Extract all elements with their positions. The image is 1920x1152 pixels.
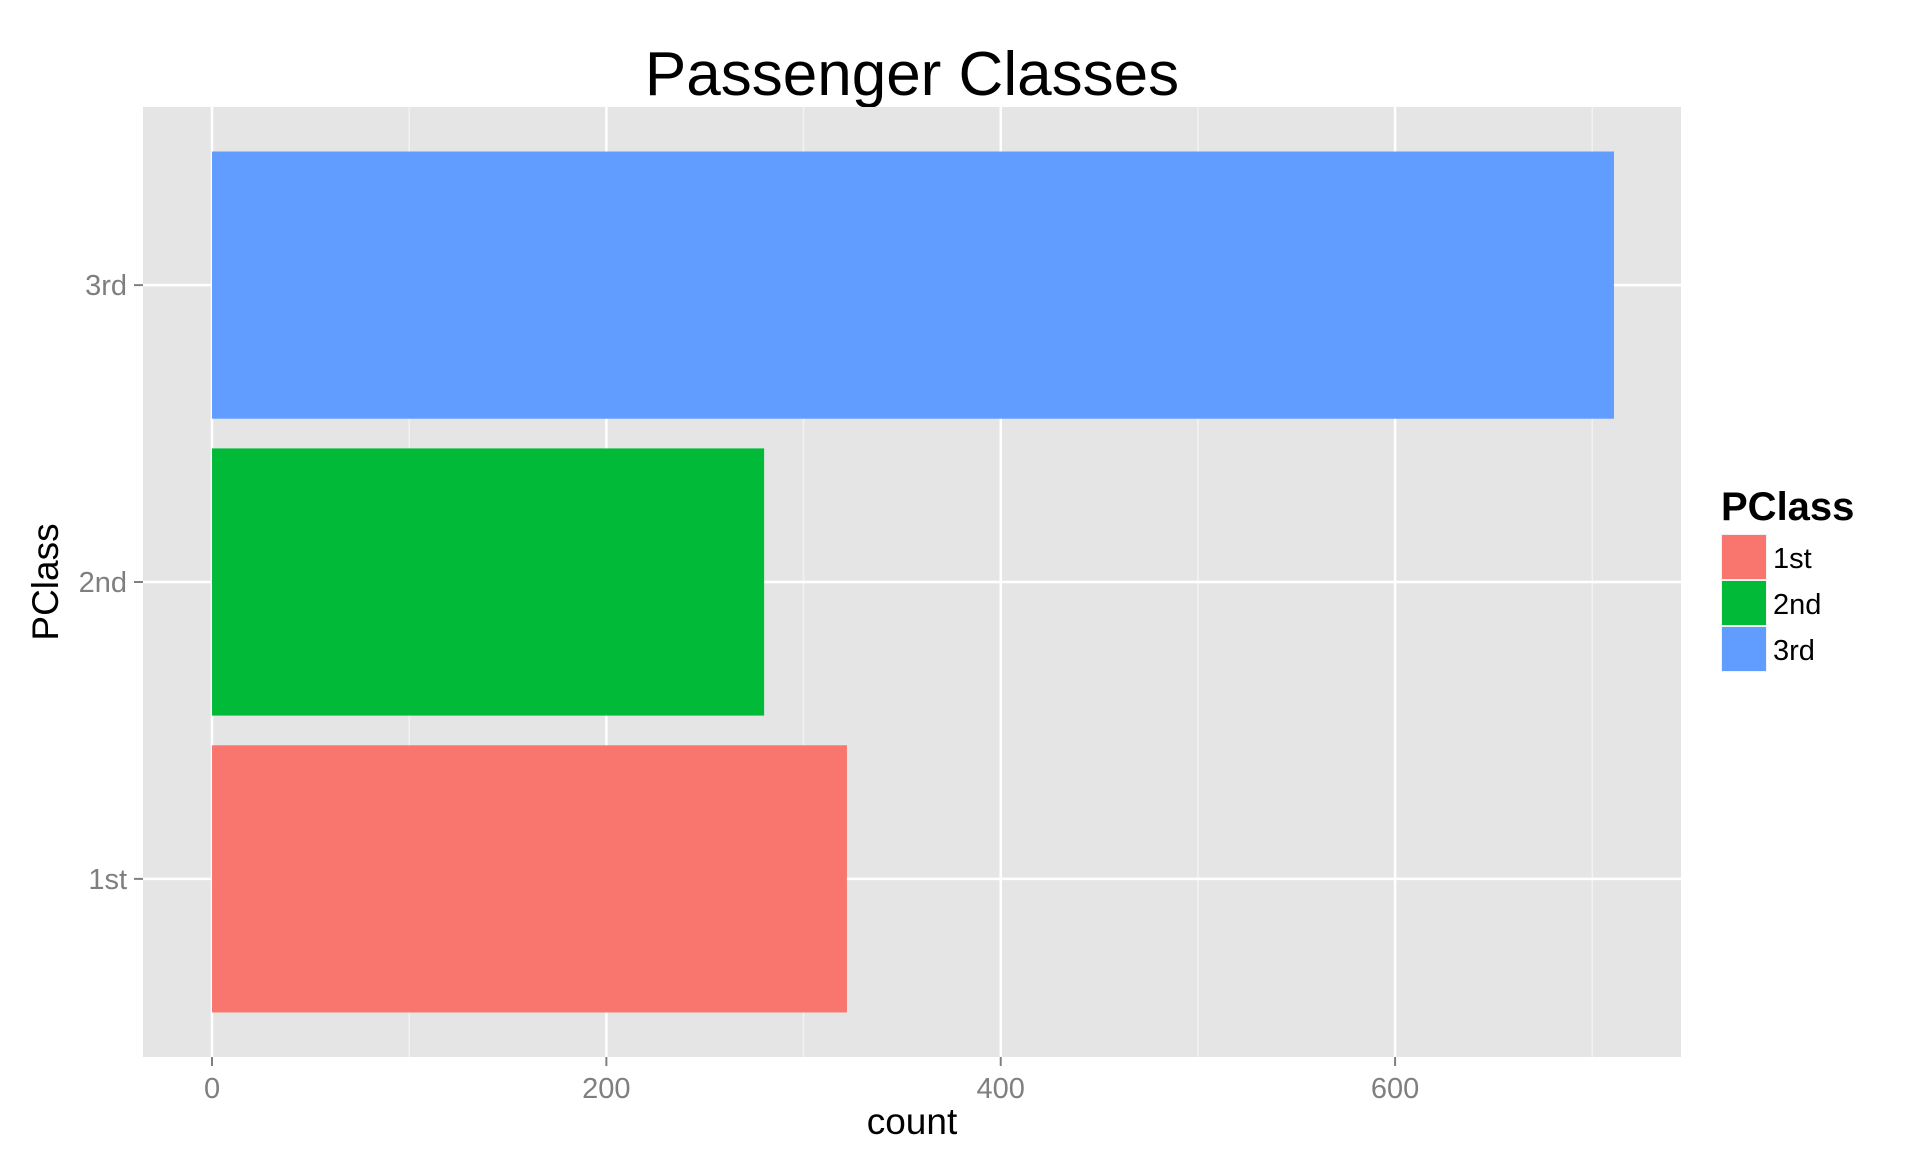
legend-items: 1st 2nd 3rd [1721,534,1821,672]
y-axis-title: PClass [25,523,66,640]
bar-1st [212,745,847,1013]
y-tick-label: 2nd [79,567,127,599]
x-tick-label: 200 [582,1073,630,1105]
x-axis: 0 200 400 600 [204,1057,1419,1105]
bar-3rd [212,151,1614,419]
x-tick-label: 0 [204,1073,220,1105]
legend-label: 1st [1773,543,1812,575]
legend: PClass 1st 2nd 3rd [1721,485,1854,672]
legend-label: 3rd [1773,635,1815,667]
x-axis-title: count [867,1101,958,1142]
legend-key-1st [1722,535,1766,579]
y-axis: 1st 2nd 3rd [79,270,143,896]
bar-2nd [212,448,765,716]
legend-title: PClass [1721,485,1854,529]
legend-key-3rd [1722,627,1766,671]
legend-key-2nd [1722,581,1766,625]
x-tick-label: 400 [977,1073,1025,1105]
legend-label: 2nd [1773,589,1821,621]
bars [212,151,1614,1013]
y-tick-label: 3rd [85,270,127,302]
chart-title: Passenger Classes [645,40,1179,109]
y-tick-label: 1st [88,864,127,896]
x-tick-label: 600 [1371,1073,1419,1105]
